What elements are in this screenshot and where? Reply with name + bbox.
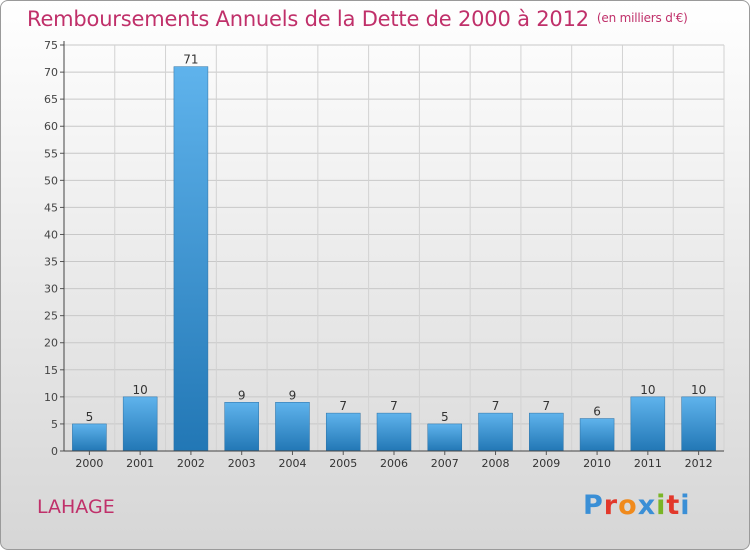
y-tick-label: 50 (44, 174, 58, 187)
value-label: 7 (492, 399, 500, 413)
town-name: LAHAGE (37, 496, 115, 518)
value-label: 10 (133, 383, 148, 397)
y-tick-label: 75 (44, 39, 58, 52)
x-tick-label: 2008 (482, 457, 510, 470)
x-tick-label: 2006 (380, 457, 408, 470)
bar (427, 423, 463, 452)
x-tick-label: 2004 (278, 457, 306, 470)
bar (376, 412, 412, 452)
value-label: 71 (183, 53, 198, 67)
bar (122, 396, 158, 452)
y-tick-label: 30 (44, 283, 58, 296)
proxiti-logo: Proxiti (583, 490, 691, 521)
x-tick-label: 2009 (532, 457, 560, 470)
y-tick-label: 5 (51, 418, 58, 431)
y-tick-label: 0 (51, 445, 58, 458)
value-label: 5 (86, 410, 94, 424)
x-tick-label: 2012 (685, 457, 713, 470)
logo-letter: i (680, 490, 691, 521)
y-tick-label: 60 (44, 120, 58, 133)
bar (478, 412, 513, 452)
bar (224, 402, 259, 452)
bar (579, 418, 615, 452)
y-tick-label: 25 (44, 310, 58, 323)
bar (681, 396, 716, 452)
logo-letter: i (656, 490, 667, 521)
x-tick-label: 2010 (583, 457, 611, 470)
chart-title: Remboursements Annuels de la Dette de 20… (27, 7, 688, 31)
value-label: 9 (289, 388, 297, 402)
value-label: 6 (593, 405, 601, 419)
y-tick-label: 20 (44, 337, 58, 350)
value-label: 7 (542, 399, 550, 413)
logo-letter: P (583, 490, 604, 521)
bar (630, 396, 666, 452)
x-tick-label: 2011 (634, 457, 662, 470)
y-tick-label: 40 (44, 228, 58, 241)
x-tick-label: 2001 (126, 457, 154, 470)
y-tick-label: 15 (44, 364, 58, 377)
x-tick-label: 2005 (329, 457, 357, 470)
value-label: 7 (390, 399, 398, 413)
value-label: 10 (691, 383, 706, 397)
chart-title-text: Remboursements Annuels de la Dette de 20… (27, 7, 589, 31)
value-label: 9 (238, 388, 246, 402)
y-tick-label: 70 (44, 66, 58, 79)
bar (275, 402, 310, 452)
bar (72, 423, 107, 452)
logo-letter: x (637, 490, 657, 521)
y-tick-label: 35 (44, 256, 58, 269)
value-label: 5 (441, 410, 449, 424)
x-tick-label: 2000 (75, 457, 103, 470)
value-label: 10 (640, 383, 655, 397)
logo-letter: o (618, 490, 638, 521)
x-tick-label: 2002 (177, 457, 205, 470)
bar (529, 412, 564, 452)
x-tick-label: 2007 (431, 457, 459, 470)
chart-unit: (en milliers d'€) (596, 11, 688, 25)
y-tick-label: 55 (44, 147, 58, 160)
logo-letter: r (603, 490, 619, 521)
bar (325, 412, 361, 452)
x-tick-label: 2003 (228, 457, 256, 470)
y-tick-label: 65 (44, 93, 58, 106)
value-label: 7 (339, 399, 347, 413)
bar (173, 66, 209, 452)
y-tick-label: 45 (44, 201, 58, 214)
y-tick-label: 10 (44, 391, 58, 404)
logo-letter: t (666, 490, 681, 521)
